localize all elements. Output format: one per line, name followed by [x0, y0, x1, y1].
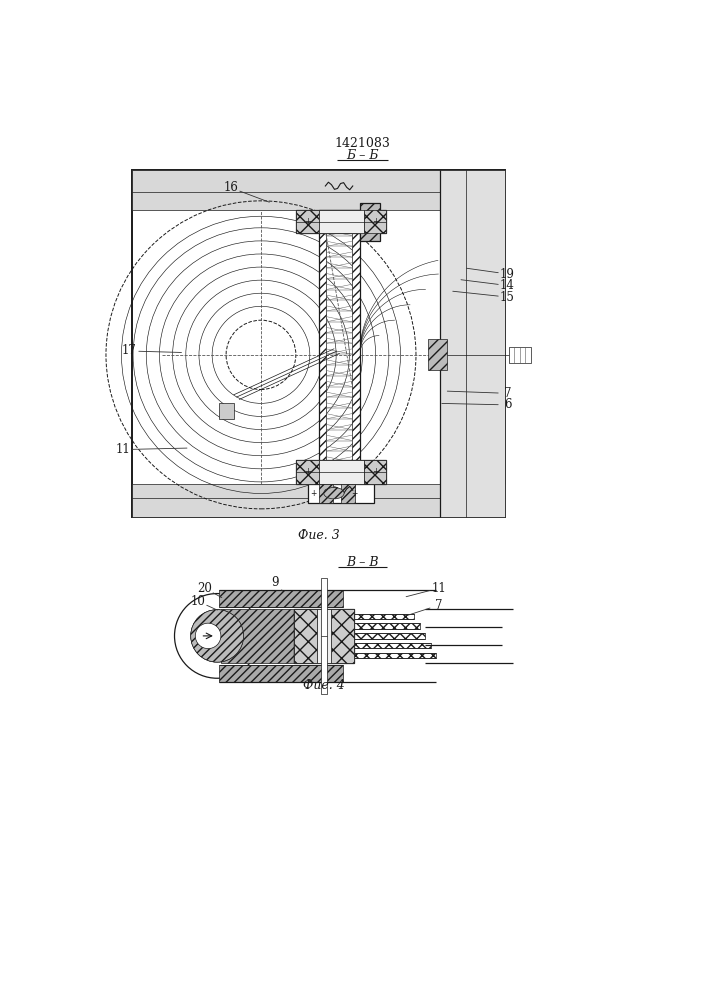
Bar [354, 623, 420, 629]
Ellipse shape [324, 487, 344, 499]
Text: 15: 15 [500, 291, 515, 304]
Bar [132, 170, 505, 517]
Bar [319, 460, 363, 484]
Bar [319, 210, 326, 484]
Bar [308, 484, 374, 503]
Text: 17: 17 [122, 344, 137, 358]
Text: В – В: В – В [346, 556, 378, 569]
Text: 9: 9 [271, 576, 279, 588]
Text: 7: 7 [436, 599, 443, 612]
Text: 6: 6 [504, 398, 511, 411]
Bar [440, 170, 505, 517]
Bar [428, 339, 447, 370]
Bar [218, 403, 234, 419]
Bar [321, 578, 327, 694]
Bar [354, 653, 436, 658]
Text: Фие. 3: Фие. 3 [298, 529, 339, 542]
Text: Фие. 4: Фие. 4 [303, 679, 345, 692]
Bar [341, 484, 356, 503]
Text: 11: 11 [115, 443, 130, 456]
Text: 10: 10 [190, 595, 206, 608]
Bar [132, 484, 505, 517]
Bar [319, 210, 363, 233]
Bar [296, 460, 386, 484]
Ellipse shape [191, 610, 244, 662]
Text: +: + [310, 489, 316, 498]
Text: Б – Б: Б – Б [346, 149, 378, 162]
Bar [218, 665, 343, 682]
Text: 14: 14 [500, 279, 515, 292]
Bar [132, 170, 505, 210]
Text: 19: 19 [500, 267, 515, 280]
Bar [319, 484, 333, 503]
Text: +: + [304, 217, 311, 226]
Bar [296, 210, 386, 233]
Text: +: + [304, 467, 311, 476]
Bar [294, 609, 317, 663]
Bar [221, 609, 294, 663]
Text: +: + [351, 489, 358, 498]
Ellipse shape [175, 594, 259, 678]
Bar [294, 609, 354, 663]
Bar [317, 609, 331, 663]
Bar [331, 609, 354, 663]
Text: 20: 20 [197, 582, 212, 595]
Text: 7: 7 [504, 387, 511, 400]
Bar [363, 210, 386, 233]
Bar [508, 347, 531, 363]
Bar [352, 210, 360, 484]
Bar [360, 203, 380, 241]
Text: +: + [372, 467, 379, 476]
Text: 16: 16 [223, 181, 238, 194]
Ellipse shape [195, 623, 221, 649]
Bar [354, 643, 431, 648]
Bar [354, 614, 414, 619]
Text: 11: 11 [432, 582, 446, 595]
Bar [296, 460, 319, 484]
Bar [354, 633, 426, 639]
Bar [296, 210, 319, 233]
Bar [363, 460, 386, 484]
Bar [218, 590, 343, 607]
Text: +: + [372, 217, 379, 226]
Ellipse shape [191, 610, 244, 662]
Text: 1421083: 1421083 [334, 137, 390, 150]
Bar [319, 210, 360, 484]
